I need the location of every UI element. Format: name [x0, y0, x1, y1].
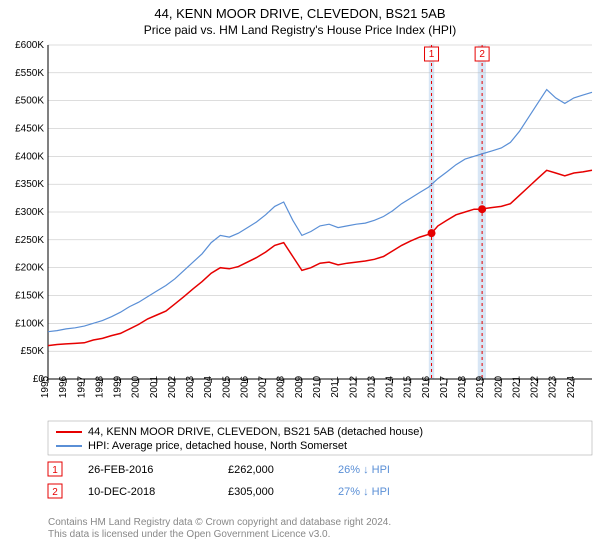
x-tick-label: 2018 [457, 375, 468, 398]
x-tick-label: 2006 [239, 375, 250, 398]
x-tick-label: 2000 [131, 375, 142, 398]
x-tick-label: 2008 [276, 375, 287, 398]
x-tick-label: 2009 [294, 375, 305, 398]
x-tick-label: 2020 [493, 375, 504, 398]
y-tick-label: £300K [15, 207, 44, 218]
x-tick-label: 2003 [185, 375, 196, 398]
x-tick-label: 2022 [530, 375, 541, 398]
x-tick-label: 1999 [113, 375, 124, 398]
x-tick-label: 2005 [221, 375, 232, 398]
x-tick-label: 2013 [366, 375, 377, 398]
series-red [48, 170, 592, 345]
x-tick-label: 2023 [548, 375, 559, 398]
marker-number: 1 [429, 49, 435, 60]
x-tick-label: 2011 [330, 376, 341, 398]
table-marker-number: 1 [52, 465, 58, 476]
x-tick-label: 2004 [203, 375, 214, 398]
legend-label-blue: HPI: Average price, detached house, Nort… [88, 440, 347, 452]
x-tick-label: 2017 [439, 375, 450, 398]
y-tick-label: £550K [15, 68, 44, 79]
table-diff: 26% ↓ HPI [338, 464, 390, 476]
table-price: £262,000 [228, 464, 274, 476]
table-marker-number: 2 [52, 487, 58, 498]
y-tick-label: £500K [15, 96, 44, 107]
y-tick-label: £150K [15, 291, 44, 302]
y-tick-label: £50K [21, 346, 45, 357]
chart-subtitle: Price paid vs. HM Land Registry's House … [0, 21, 600, 37]
x-tick-label: 2016 [421, 375, 432, 398]
x-tick-label: 2012 [348, 375, 359, 398]
y-tick-label: £450K [15, 124, 44, 135]
footer-line-1: Contains HM Land Registry data © Crown c… [48, 517, 391, 528]
x-tick-label: 2007 [258, 375, 269, 398]
x-tick-label: 1996 [58, 375, 69, 398]
footer-line-2: This data is licensed under the Open Gov… [48, 529, 330, 540]
legend-label-red: 44, KENN MOOR DRIVE, CLEVEDON, BS21 5AB … [88, 426, 423, 438]
marker-dot [428, 229, 436, 237]
table-price: £305,000 [228, 486, 274, 498]
marker-dot [478, 205, 486, 213]
x-tick-label: 2015 [403, 375, 414, 398]
x-tick-label: 2024 [566, 375, 577, 398]
x-tick-label: 1997 [76, 375, 87, 398]
table-date: 26-FEB-2016 [88, 464, 153, 476]
table-diff: 27% ↓ HPI [338, 486, 390, 498]
x-tick-label: 2014 [385, 375, 396, 398]
x-tick-label: 2021 [511, 375, 522, 398]
x-tick-label: 2019 [475, 375, 486, 398]
x-tick-label: 1995 [40, 375, 51, 398]
chart-svg: £0£50K£100K£150K£200K£250K£300K£350K£400… [0, 37, 600, 557]
x-tick-label: 1998 [94, 375, 105, 398]
y-tick-label: £200K [15, 263, 44, 274]
table-date: 10-DEC-2018 [88, 486, 155, 498]
y-tick-label: £600K [15, 40, 44, 51]
chart-title: 44, KENN MOOR DRIVE, CLEVEDON, BS21 5AB [0, 0, 600, 21]
x-tick-label: 2010 [312, 375, 323, 398]
marker-number: 2 [479, 49, 485, 60]
y-tick-label: £400K [15, 151, 44, 162]
y-tick-label: £250K [15, 235, 44, 246]
y-tick-label: £350K [15, 179, 44, 190]
x-tick-label: 2002 [167, 375, 178, 398]
y-tick-label: £100K [15, 318, 44, 329]
x-tick-label: 2001 [149, 375, 160, 398]
